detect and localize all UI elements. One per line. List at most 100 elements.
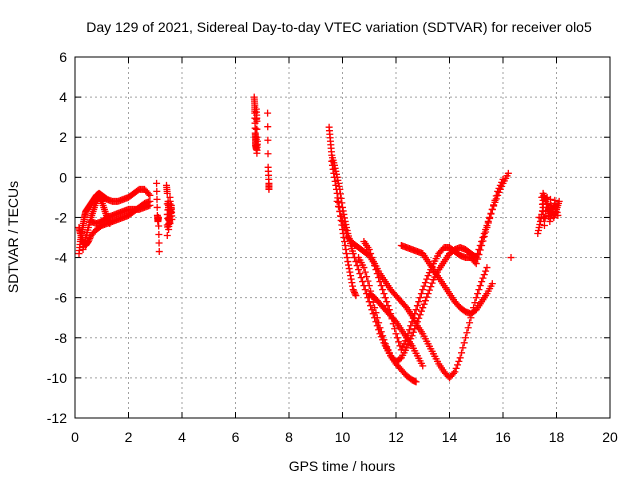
data-point-marker <box>97 196 105 204</box>
data-point-marker <box>495 184 503 192</box>
x-tick-label: 2 <box>125 429 133 445</box>
data-point-marker <box>265 185 273 193</box>
series-cluster-3.5h <box>162 181 176 239</box>
data-point-marker <box>153 203 161 211</box>
data-point-marker <box>146 201 154 209</box>
data-point-marker <box>385 349 393 357</box>
data-point-marker <box>352 258 360 266</box>
data-point-marker <box>544 199 552 207</box>
data-point-marker <box>367 250 375 258</box>
data-point-marker <box>399 343 407 351</box>
data-point-marker <box>360 264 368 272</box>
data-point-marker <box>507 254 515 262</box>
data-point-marker <box>416 311 424 319</box>
data-point-marker <box>369 258 377 266</box>
data-point-marker <box>553 208 561 216</box>
data-point-marker <box>476 246 484 254</box>
data-point-marker <box>536 217 544 225</box>
data-point-marker <box>81 237 89 245</box>
data-point-marker <box>253 137 261 145</box>
x-tick-label: 10 <box>335 429 351 445</box>
data-point-marker <box>417 290 425 298</box>
x-tick-label: 6 <box>232 429 240 445</box>
data-point-marker <box>379 332 387 340</box>
data-point-marker <box>336 207 344 215</box>
data-point-marker <box>479 237 487 245</box>
data-point-marker <box>552 202 560 210</box>
tick-labels: 0 2 4 6 8 10 12 14 16 18 20 -12 -10 -8 -6 -4 -2 0 2 4 6 <box>47 49 618 445</box>
data-point-marker <box>361 286 369 294</box>
data-point-marker <box>475 251 483 259</box>
data-point-marker <box>333 197 341 205</box>
data-point-marker <box>166 219 174 227</box>
data-point-marker <box>420 282 428 290</box>
data-point-marker <box>106 219 114 227</box>
data-point-marker <box>424 272 432 280</box>
data-point-marker <box>536 220 544 228</box>
data-point-marker <box>419 304 427 312</box>
series-track-main-b <box>328 157 360 300</box>
data-point-marker <box>333 189 341 197</box>
data-point-marker <box>487 210 495 218</box>
data-point-marker <box>417 307 425 315</box>
data-point-marker <box>343 254 351 262</box>
data-point-marker <box>482 267 490 275</box>
data-point-marker <box>363 273 371 281</box>
data-point-marker <box>145 190 153 198</box>
data-point-marker <box>154 213 162 221</box>
data-point-marker <box>474 255 482 263</box>
data-point-marker <box>352 292 360 300</box>
data-point-marker <box>349 282 357 290</box>
data-point-marker <box>480 271 488 279</box>
data-point-marker <box>454 361 462 369</box>
data-point-marker <box>551 199 559 207</box>
data-point-marker <box>253 125 261 133</box>
data-point-marker <box>401 302 409 310</box>
data-point-marker <box>464 324 472 332</box>
data-point-marker <box>427 283 435 291</box>
y-tick-label: 4 <box>59 89 67 105</box>
data-point-marker <box>334 202 342 210</box>
data-point-marker <box>349 250 357 258</box>
data-point-marker <box>384 302 392 310</box>
data-point-marker <box>483 223 491 231</box>
data-point-marker <box>534 226 542 234</box>
data-point-marker <box>355 266 363 274</box>
series-cluster-3h <box>153 179 163 256</box>
data-point-marker <box>535 213 543 221</box>
data-point-marker <box>499 175 507 183</box>
y-tick-label: -4 <box>55 250 68 266</box>
data-point-marker <box>395 338 403 346</box>
data-point-marker <box>542 200 550 208</box>
data-point-marker <box>472 294 480 302</box>
data-point-marker <box>496 181 504 189</box>
data-point-marker <box>391 316 399 324</box>
data-point-marker <box>163 231 171 239</box>
data-point-marker <box>476 282 484 290</box>
data-point-marker <box>381 294 389 302</box>
data-point-marker <box>377 282 385 290</box>
data-point-marker <box>155 248 163 256</box>
data-point-marker <box>484 219 492 227</box>
y-tick-label: 2 <box>59 129 67 145</box>
data-point-marker <box>488 280 496 288</box>
data-point-marker <box>375 319 383 327</box>
data-points <box>75 93 563 386</box>
data-point-marker <box>377 328 385 336</box>
data-point-marker <box>79 246 87 254</box>
x-tick-label: 12 <box>388 429 404 445</box>
plot-frame <box>74 56 611 419</box>
data-point-marker <box>535 223 543 231</box>
data-point-marker <box>550 201 558 209</box>
data-point-marker <box>375 274 383 282</box>
data-point-marker <box>472 260 480 268</box>
data-point-marker <box>264 109 272 117</box>
data-point-marker <box>400 340 408 348</box>
data-point-marker <box>478 278 486 286</box>
x-tick-label: 0 <box>71 429 79 445</box>
data-point-marker <box>412 306 420 314</box>
x-tick-label: 4 <box>178 429 186 445</box>
data-point-marker <box>455 357 463 365</box>
data-point-marker <box>425 269 433 277</box>
